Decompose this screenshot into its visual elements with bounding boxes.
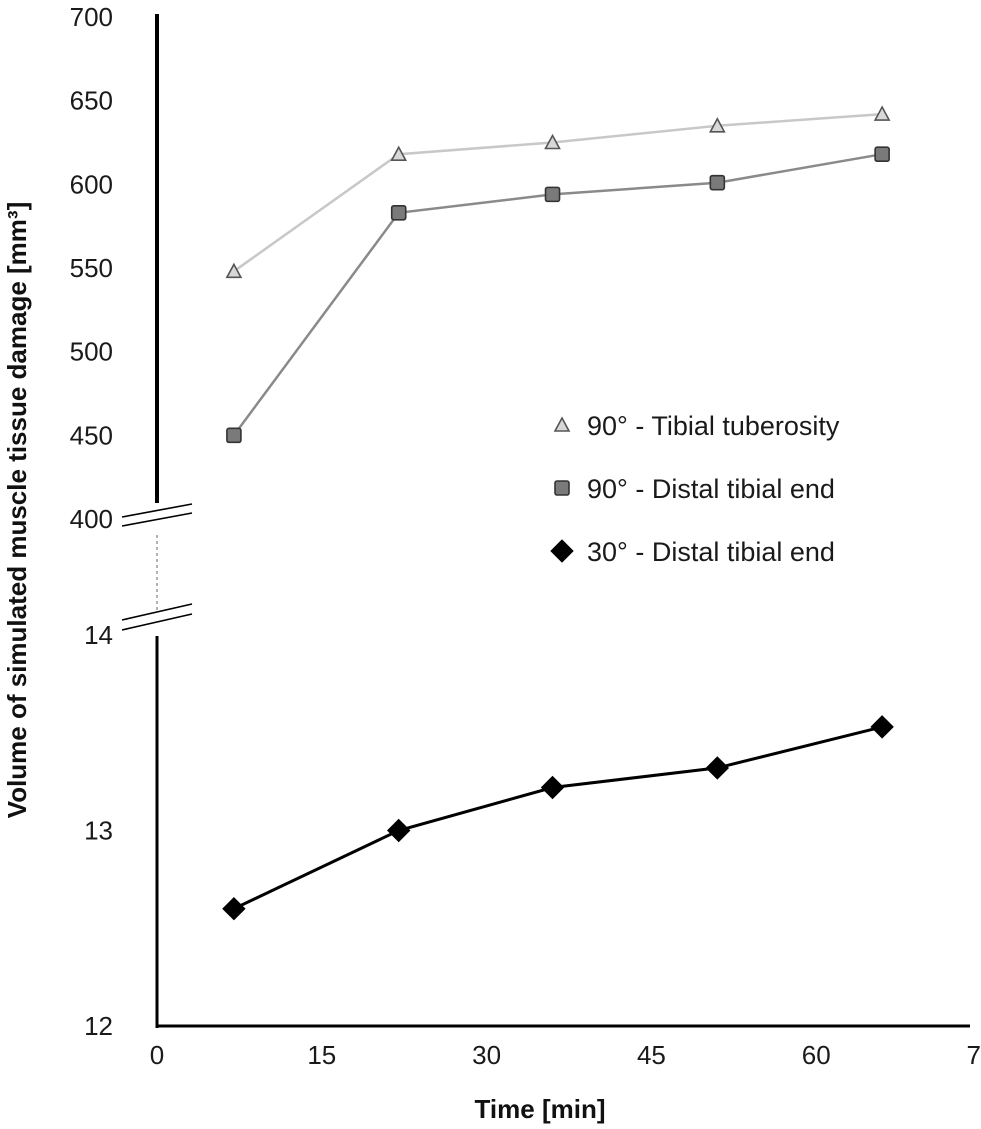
legend-marker (554, 480, 570, 496)
data-point (225, 262, 243, 279)
axis-break-mark (121, 512, 193, 527)
legend-marker (553, 416, 571, 432)
series-triangle (225, 105, 891, 279)
y-tick-label-upper: 650 (70, 86, 113, 116)
data-point (390, 204, 407, 221)
x-tick-label: 60 (802, 1040, 831, 1070)
y-tick-label-lower: 13 (84, 816, 113, 846)
y-tick-label-upper: 600 (70, 169, 113, 199)
axis-break-mark (121, 613, 193, 631)
series-diamond (222, 715, 894, 921)
axes: 0 15 30 45 60 75 400 450 500 550 600 650 700 12 13 14 (70, 2, 981, 1070)
data-point (544, 133, 561, 150)
y-tick-label-upper: 700 (70, 2, 113, 32)
data-point (708, 117, 726, 133)
data-point (874, 146, 890, 163)
x-tick-label: 75 (967, 1040, 981, 1070)
axis-break-mark (121, 503, 193, 518)
series-layer (222, 105, 894, 921)
series-square (226, 146, 890, 444)
x-axis-title: Time [min] (475, 1094, 606, 1124)
data-point (544, 186, 561, 203)
y-tick-label-upper: 450 (70, 420, 113, 450)
data-point (390, 145, 408, 162)
x-tick-label: 45 (637, 1040, 666, 1070)
data-point (540, 775, 565, 800)
data-point (222, 896, 246, 921)
x-tick-label: 0 (150, 1040, 164, 1070)
data-point (386, 818, 411, 843)
data-point (873, 105, 891, 121)
y-tick-label-upper: 500 (70, 337, 113, 367)
legend: 90° - Tibial tuberosity 90° - Distal tibi… (550, 411, 840, 567)
legend-label: 90° - Tibial tuberosity (587, 411, 840, 441)
legend-label: 30° - Distal tibial end (587, 537, 835, 567)
y-tick-label-upper: 400 (70, 504, 113, 534)
legend-label: 90° - Distal tibial end (587, 474, 835, 504)
x-tick-label: 30 (472, 1040, 501, 1070)
series-line (233, 725, 883, 911)
y-tick-label-lower: 14 (84, 620, 113, 650)
legend-marker (550, 539, 574, 563)
data-point (226, 427, 242, 444)
data-point (870, 715, 894, 739)
y-tick-label-lower: 12 (84, 1011, 113, 1041)
data-point (705, 756, 730, 780)
y-tick-label-upper: 550 (70, 253, 113, 283)
y-axis-title: Volume of simulated muscle tissue damage… (2, 202, 32, 818)
x-tick-label: 15 (307, 1040, 336, 1070)
data-point (709, 174, 726, 191)
axis-break-mark (121, 603, 193, 621)
